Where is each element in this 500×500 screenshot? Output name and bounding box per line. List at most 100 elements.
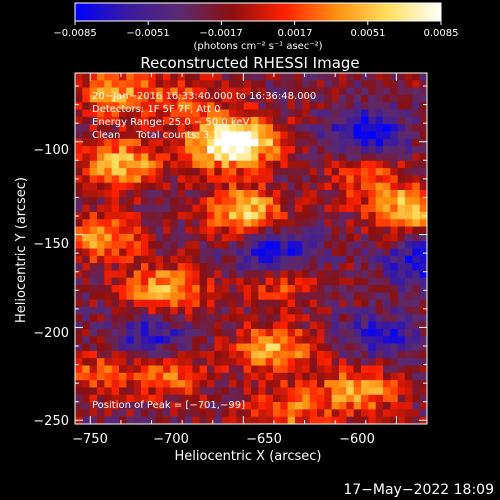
colorbar-tick-label-2: −0.0017 [199,28,242,39]
heatmap-cell [412,109,421,118]
heatmap-cell [361,416,369,424]
heatmap-cell [111,314,120,323]
heatmap-cell [170,138,179,147]
heatmap-cell [207,160,215,169]
heatmap-cell [177,109,186,118]
heatmap-cell [280,350,289,359]
heatmap-cell [119,138,127,147]
heatmap-cell [163,241,171,249]
heatmap-cell [177,336,186,344]
heatmap-cell [141,343,149,352]
heatmap-cell [199,211,208,220]
heatmap-cell [229,292,237,301]
heatmap-cell [133,343,142,352]
heatmap-cell [339,328,347,337]
heatmap-cell [361,328,369,337]
heatmap-cell [214,314,223,323]
heatmap-cell [412,255,421,264]
heatmap-cell [258,80,267,89]
heatmap-cell [383,80,391,89]
heatmap-cell [295,211,303,220]
heatmap-cell [111,80,120,89]
heatmap-cell [375,138,384,147]
footer-timestamp: 17−May−2022 18:09 [343,482,494,498]
heatmap-cell [397,285,406,293]
heatmap-cell [331,270,340,279]
heatmap-cell [82,263,91,271]
heatmap-cell [229,116,237,125]
heatmap-cell [353,314,362,323]
heatmap-cell [155,387,164,396]
heatmap-cell [397,190,406,198]
heatmap-cell [133,116,142,125]
heatmap-cell [346,219,355,227]
heatmap-cell [170,131,179,140]
heatmap-cell [251,255,259,264]
heatmap-cell [265,80,274,89]
heatmap-cell [229,336,237,344]
heatmap-cell [419,102,427,110]
heatmap-cell [243,109,252,118]
heatmap-cell [339,350,347,359]
heatmap-cell [412,248,421,257]
heatmap-cell [236,168,245,176]
heatmap-cell [265,116,274,125]
heatmap-cell [287,175,296,184]
heatmap-cell [214,263,223,271]
heatmap-cell [82,109,91,118]
heatmap-cell [155,358,164,366]
heatmap-cell [97,292,105,301]
heatmap-cell [346,277,355,286]
heatmap-cell [368,328,377,337]
heatmap-cell [177,153,186,162]
heatmap-cell [199,160,208,169]
heatmap-cell [317,307,325,315]
heatmap-cell [82,160,91,169]
heatmap-cell [104,372,113,381]
heatmap-cell [199,387,208,396]
heatmap-cell [177,285,186,293]
heatmap-cell [324,146,333,154]
heatmap-cell [258,343,267,352]
heatmap-cell [163,160,171,169]
heatmap-cell [82,131,91,140]
heatmap-cell [258,358,267,366]
heatmap-cell [192,299,201,308]
heatmap-cell [192,380,201,388]
heatmap-cell [251,314,259,323]
heatmap-cell [111,321,120,330]
heatmap-cell [287,182,296,191]
heatmap-cell [177,131,186,140]
heatmap-cell [419,336,427,344]
heatmap-cell [243,94,252,103]
heatmap-cell [119,131,127,140]
heatmap-cell [339,248,347,257]
heatmap-cell [97,160,105,169]
heatmap-cell [236,387,245,396]
heatmap-cell [177,387,186,396]
heatmap-cell [141,365,149,374]
heatmap-cell [199,321,208,330]
heatmap-cell [236,87,245,96]
heatmap-cell [339,299,347,308]
heatmap-cell [419,116,427,125]
heatmap-cell [273,248,281,257]
heatmap-cell [185,343,193,352]
heatmap-cell [390,380,399,388]
heatmap-cell [287,226,296,235]
heatmap-cell [368,336,377,344]
heatmap-cell [405,350,413,359]
heatmap-cell [339,168,347,176]
heatmap-cell [390,409,399,418]
heatmap-cell [133,233,142,242]
heatmap-cell [295,226,303,235]
heatmap-cell [163,153,171,162]
heatmap-cell [236,175,245,184]
heatmap-cell [148,365,157,374]
heatmap-cell [324,102,333,110]
heatmap-cell [177,307,186,315]
heatmap-cell [111,138,120,147]
heatmap-cell [170,343,179,352]
heatmap-cell [97,380,105,388]
heatmap-cell [405,168,413,176]
